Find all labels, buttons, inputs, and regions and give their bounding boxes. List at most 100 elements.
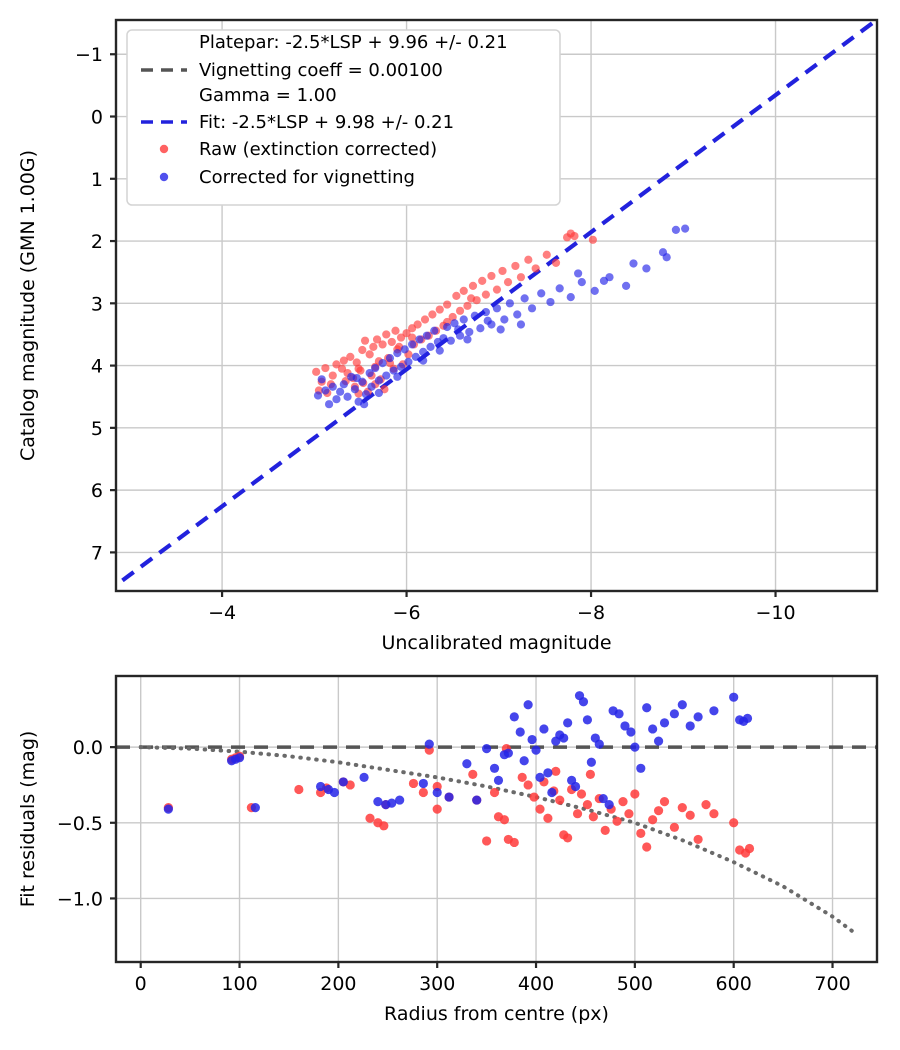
data-point — [531, 264, 540, 273]
data-point — [454, 325, 463, 334]
scatter-series — [313, 224, 690, 409]
data-point — [517, 772, 527, 782]
data-point — [624, 809, 634, 819]
data-point — [352, 358, 361, 367]
data-point — [419, 356, 428, 365]
data-point — [476, 324, 485, 333]
data-point — [395, 795, 405, 805]
x-tick-label: −8 — [577, 602, 605, 624]
data-point — [509, 712, 519, 722]
data-point — [455, 331, 465, 340]
data-point — [321, 363, 330, 373]
data-point — [312, 367, 321, 376]
legend-entry: Corrected for vignetting — [159, 167, 415, 188]
data-point — [408, 778, 419, 789]
legend-label: Corrected for vignetting — [199, 167, 415, 188]
data-point — [622, 281, 631, 290]
data-point — [529, 792, 539, 802]
data-point — [604, 800, 614, 810]
data-point — [669, 822, 680, 832]
data-point — [343, 392, 352, 401]
data-point — [385, 354, 395, 363]
y-tick-label: 5 — [91, 418, 103, 440]
x-tick-label: −10 — [755, 602, 795, 624]
data-point — [598, 793, 608, 804]
data-point — [642, 842, 652, 852]
data-point — [379, 821, 389, 831]
data-point — [551, 766, 561, 776]
legend-dot-swatch — [159, 144, 169, 154]
data-point — [489, 763, 500, 773]
data-point — [374, 376, 383, 385]
data-point — [588, 812, 598, 822]
data-point — [443, 300, 452, 309]
y-tick-label: 1 — [91, 169, 103, 191]
data-point — [361, 390, 371, 399]
data-point — [574, 269, 583, 278]
data-point — [483, 316, 492, 325]
data-point — [346, 352, 355, 361]
data-point — [511, 261, 520, 271]
data-point — [586, 757, 596, 767]
data-point — [648, 815, 658, 825]
legend-entry: Fit: -2.5*LSP + 9.98 +/- 0.21 — [141, 112, 454, 133]
data-point — [329, 787, 340, 798]
data-point — [693, 834, 703, 845]
data-point — [396, 333, 406, 342]
data-point — [531, 745, 541, 755]
data-point — [693, 712, 703, 722]
data-point — [459, 315, 468, 324]
data-point — [539, 724, 549, 734]
x-tick-label: 400 — [518, 973, 554, 995]
y-tick-label: −1 — [75, 44, 103, 66]
legend-entry: Raw (extinction corrected) — [159, 139, 437, 160]
legend-label: Vignetting coeff = 0.00100 — [199, 60, 443, 81]
data-point — [338, 777, 348, 787]
data-point — [378, 359, 387, 368]
data-point — [566, 292, 575, 302]
data-point — [535, 804, 545, 814]
data-point — [482, 744, 492, 754]
data-point — [360, 400, 369, 409]
data-point — [448, 312, 457, 322]
data-point — [559, 733, 569, 743]
data-point — [671, 225, 681, 234]
data-point — [378, 340, 387, 349]
data-point — [250, 803, 260, 813]
data-point — [572, 809, 583, 819]
data-point — [588, 235, 597, 244]
data-point — [424, 739, 434, 749]
data-point — [350, 385, 360, 394]
legend-label: Raw (extinction corrected) — [199, 139, 437, 160]
y-axis-label: Catalog magnitude (GMN 1.00G) — [17, 150, 39, 461]
data-point — [373, 797, 383, 807]
data-point — [681, 224, 690, 233]
data-point — [352, 373, 361, 383]
data-point — [620, 721, 630, 731]
x-tick-label: −6 — [393, 602, 421, 624]
data-point — [404, 357, 413, 366]
tick-marks: 0 100 200 300 400 500 600 700 0.0 −0.5 −1.0 — [57, 737, 851, 995]
data-point — [396, 362, 406, 371]
x-axis-label: Uncalibrated magnitude — [381, 632, 611, 654]
x-tick-label: 100 — [221, 973, 257, 995]
data-point — [432, 787, 442, 798]
data-point — [413, 320, 422, 329]
data-point — [443, 322, 452, 332]
data-point — [527, 304, 537, 313]
data-point — [594, 739, 604, 749]
x-tick-label: 600 — [716, 973, 752, 995]
data-point — [570, 781, 581, 792]
data-point — [426, 342, 435, 352]
data-point — [742, 713, 753, 723]
data-point — [636, 828, 646, 838]
data-point — [463, 301, 472, 310]
data-point — [509, 837, 519, 848]
y-tick-label: 6 — [91, 480, 103, 502]
fit-line — [121, 21, 874, 583]
y-tick-label: 3 — [91, 293, 103, 315]
legend-entry: Vignetting coeff = 0.00100 — [141, 60, 443, 81]
data-point — [321, 386, 330, 395]
data-point — [653, 736, 664, 746]
